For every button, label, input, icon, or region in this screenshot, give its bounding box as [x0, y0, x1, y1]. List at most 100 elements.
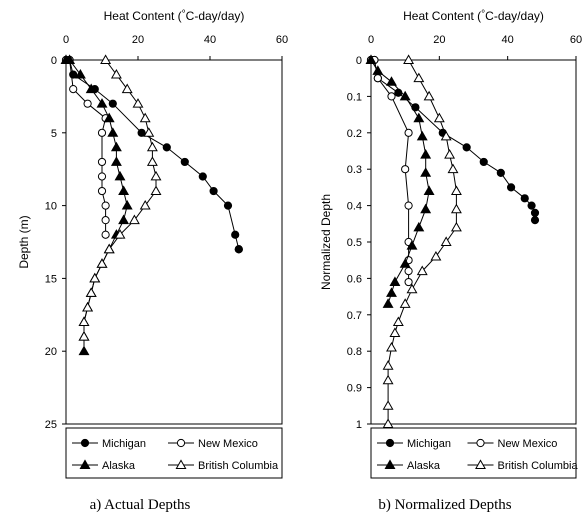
data-point [128, 214, 140, 225]
legend-label: Alaska [407, 460, 441, 472]
data-point [403, 54, 415, 64]
data-point [121, 83, 133, 94]
data-point [506, 183, 516, 192]
data-point [209, 186, 218, 196]
legend-label: Michigan [102, 438, 146, 450]
legend-marker [175, 459, 187, 469]
y-tick-label: 20 [45, 346, 57, 358]
data-point [83, 99, 92, 108]
data-point [404, 128, 413, 137]
plot-frame [370, 59, 577, 425]
y-tick-label: 0.2 [347, 128, 362, 140]
legend-entry-new-mexico: New Mexico [467, 438, 558, 450]
data-point [433, 112, 445, 123]
data-point [382, 418, 394, 428]
y-tick-label: 0.4 [347, 201, 362, 213]
data-point [382, 360, 394, 370]
legend-entry-new-mexico: New Mexico [168, 438, 258, 450]
legend-marker [79, 459, 91, 469]
y-tick-label: 1 [356, 419, 362, 431]
data-point [150, 170, 162, 181]
legend: Michigan New Mexico Alaska British Columbia [370, 427, 579, 479]
data-point [180, 157, 189, 167]
x-tick-label: 0 [63, 34, 69, 46]
data-point [132, 98, 144, 108]
legend-label: New Mexico [198, 438, 258, 450]
legend: Michigan New Mexico Alaska British Columbia [65, 427, 283, 479]
data-point [101, 216, 110, 225]
data-point [114, 229, 126, 239]
data-point [530, 208, 540, 217]
data-point [382, 400, 394, 410]
x-tick-label: 60 [570, 34, 582, 46]
data-point [78, 331, 90, 341]
data-point [139, 199, 151, 210]
data-point [423, 185, 435, 195]
data-point [420, 149, 432, 159]
legend-box [65, 427, 283, 479]
data-point [85, 83, 97, 94]
y-tick-label: 0.7 [347, 310, 362, 322]
data-point [382, 374, 394, 385]
data-point [382, 298, 394, 308]
data-point [399, 90, 411, 101]
series-line [66, 59, 128, 352]
y-tick-label: 0.8 [347, 346, 362, 358]
data-point [413, 112, 425, 123]
data-point [411, 103, 420, 112]
data-point [118, 185, 130, 195]
legend-label: New Mexico [498, 438, 558, 450]
data-point [162, 143, 171, 152]
panel-caption: b) Normalized Depths [378, 497, 511, 513]
y-tick-label: 0 [51, 55, 57, 67]
data-point [420, 167, 432, 177]
data-point [404, 277, 413, 287]
data-point [234, 245, 243, 254]
series-new-mexico [61, 55, 110, 239]
data-point [386, 341, 397, 352]
data-point [450, 203, 462, 214]
data-point [89, 272, 101, 283]
data-point [389, 276, 401, 286]
data-point [85, 287, 97, 297]
legend-marker [384, 459, 396, 469]
data-point [101, 230, 110, 239]
legend-label: British Columbia [498, 460, 579, 472]
data-point [520, 194, 529, 203]
data-point [387, 92, 396, 101]
data-point [114, 170, 126, 181]
data-point [97, 128, 107, 137]
data-point [143, 127, 155, 137]
y-tick-label: 10 [45, 201, 57, 213]
data-point [416, 130, 428, 141]
legend-entry-michigan: Michigan [72, 438, 146, 450]
data-point [389, 327, 401, 337]
data-point [146, 156, 158, 166]
series-line [387, 59, 457, 424]
data-point [110, 68, 122, 79]
data-point [372, 65, 384, 75]
data-point [103, 243, 115, 254]
series-alaska [365, 54, 435, 308]
data-point [139, 112, 151, 123]
data-point [479, 157, 488, 167]
data-point [69, 85, 78, 94]
legend-marker [176, 438, 186, 448]
data-point [399, 298, 411, 308]
data-point [444, 149, 456, 159]
legend-entry-michigan: Michigan [377, 438, 451, 450]
legend-entry-british-columbia: British Columbia [467, 459, 579, 472]
data-point [423, 90, 435, 101]
data-point [527, 201, 536, 210]
legend-entry-alaska: Alaska [72, 459, 136, 472]
data-point [101, 201, 110, 210]
y-tick-label: 0 [356, 55, 362, 67]
x-tick-label: 20 [132, 34, 144, 46]
data-point [97, 186, 107, 196]
legend-label: Alaska [102, 460, 136, 472]
y-tick-label: 0.9 [347, 383, 362, 395]
data-point [198, 172, 207, 181]
y-tick-label: 5 [51, 128, 57, 140]
data-point [392, 316, 404, 327]
